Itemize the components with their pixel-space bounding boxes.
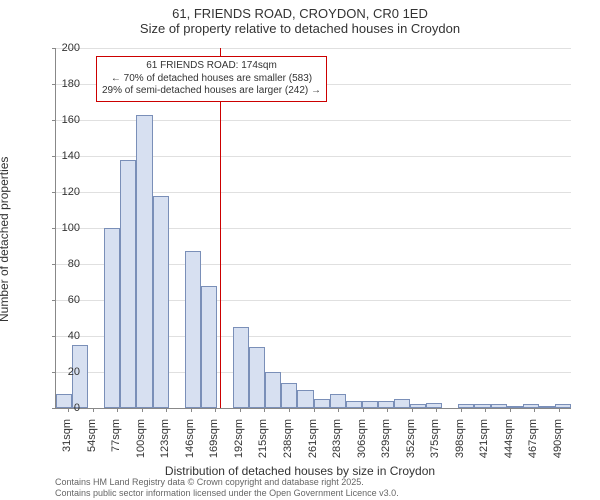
xtick-mark — [461, 408, 462, 412]
ytick-label: 200 — [50, 42, 80, 54]
histogram-bar — [539, 406, 555, 408]
attribution: Contains HM Land Registry data © Crown c… — [55, 477, 399, 498]
xtick-label: 398sqm — [454, 419, 466, 469]
histogram-bar — [201, 286, 217, 408]
xtick-mark — [510, 408, 511, 412]
xtick-label: 421sqm — [478, 419, 490, 469]
histogram-bar — [233, 327, 249, 408]
xtick-mark — [117, 408, 118, 412]
histogram-bar — [491, 404, 507, 408]
xtick-label: 169sqm — [208, 419, 220, 469]
xtick-mark — [534, 408, 535, 412]
ytick-label: 40 — [50, 330, 80, 342]
histogram-bar — [249, 347, 265, 408]
xtick-mark — [240, 408, 241, 412]
histogram-bar — [523, 404, 539, 408]
xtick-mark — [363, 408, 364, 412]
xtick-mark — [264, 408, 265, 412]
xtick-label: 329sqm — [380, 419, 392, 469]
attribution-line2: Contains public sector information licen… — [55, 488, 399, 498]
xtick-mark — [559, 408, 560, 412]
xtick-label: 283sqm — [331, 419, 343, 469]
histogram-bar — [346, 401, 362, 408]
xtick-label: 444sqm — [503, 419, 515, 469]
ytick-label: 140 — [50, 150, 80, 162]
ytick-label: 180 — [50, 78, 80, 90]
xtick-label: 192sqm — [233, 419, 245, 469]
histogram-bar — [330, 394, 346, 408]
xtick-label: 54sqm — [86, 419, 98, 469]
xtick-mark — [93, 408, 94, 412]
title-main: 61, FRIENDS ROAD, CROYDON, CR0 1ED — [0, 6, 600, 21]
xtick-label: 100sqm — [135, 419, 147, 469]
histogram-bar — [426, 403, 442, 408]
xtick-label: 123sqm — [159, 419, 171, 469]
xtick-mark — [289, 408, 290, 412]
plot-area: 61 FRIENDS ROAD: 174sqm← 70% of detached… — [55, 48, 571, 409]
histogram-bar — [555, 404, 571, 408]
ytick-label: 0 — [50, 402, 80, 414]
annotation-line3: 29% of semi-detached houses are larger (… — [102, 85, 321, 98]
xtick-label: 306sqm — [356, 419, 368, 469]
annotation-line2: ← 70% of detached houses are smaller (58… — [102, 73, 321, 86]
histogram-bar — [120, 160, 136, 408]
title-sub: Size of property relative to detached ho… — [0, 21, 600, 36]
histogram-bar — [474, 404, 490, 408]
annotation-line1: 61 FRIENDS ROAD: 174sqm — [102, 60, 321, 73]
xtick-label: 215sqm — [257, 419, 269, 469]
xtick-mark — [215, 408, 216, 412]
xtick-label: 490sqm — [552, 419, 564, 469]
ytick-label: 100 — [50, 222, 80, 234]
annotation-box: 61 FRIENDS ROAD: 174sqm← 70% of detached… — [96, 56, 327, 102]
ytick-label: 120 — [50, 186, 80, 198]
xtick-mark — [338, 408, 339, 412]
gridline — [56, 48, 571, 49]
xtick-label: 238sqm — [282, 419, 294, 469]
title-block: 61, FRIENDS ROAD, CROYDON, CR0 1ED Size … — [0, 0, 600, 36]
histogram-bar — [153, 196, 169, 408]
gridline — [56, 120, 571, 121]
histogram-bar — [104, 228, 120, 408]
xtick-mark — [485, 408, 486, 412]
reference-vline — [220, 48, 221, 408]
attribution-line1: Contains HM Land Registry data © Crown c… — [55, 477, 399, 487]
gridline — [56, 156, 571, 157]
histogram-bar — [185, 251, 201, 408]
histogram-bar — [378, 401, 394, 408]
histogram-bar — [314, 399, 330, 408]
xtick-mark — [387, 408, 388, 412]
ytick-label: 60 — [50, 294, 80, 306]
xtick-label: 77sqm — [110, 419, 122, 469]
histogram-bar — [394, 399, 410, 408]
histogram-bar — [265, 372, 281, 408]
xtick-label: 467sqm — [527, 419, 539, 469]
xtick-label: 146sqm — [184, 419, 196, 469]
ytick-label: 160 — [50, 114, 80, 126]
histogram-bar — [281, 383, 297, 408]
xtick-mark — [436, 408, 437, 412]
xtick-label: 261sqm — [307, 419, 319, 469]
xtick-mark — [412, 408, 413, 412]
ytick-label: 20 — [50, 366, 80, 378]
ytick-label: 80 — [50, 258, 80, 270]
histogram-bar — [136, 115, 152, 408]
xtick-label: 31sqm — [61, 419, 73, 469]
xtick-mark — [314, 408, 315, 412]
xtick-label: 375sqm — [429, 419, 441, 469]
histogram-bar — [362, 401, 378, 408]
xtick-mark — [142, 408, 143, 412]
chart-container: 61, FRIENDS ROAD, CROYDON, CR0 1ED Size … — [0, 0, 600, 500]
histogram-bar — [297, 390, 313, 408]
xtick-mark — [166, 408, 167, 412]
xtick-label: 352sqm — [405, 419, 417, 469]
xtick-mark — [191, 408, 192, 412]
